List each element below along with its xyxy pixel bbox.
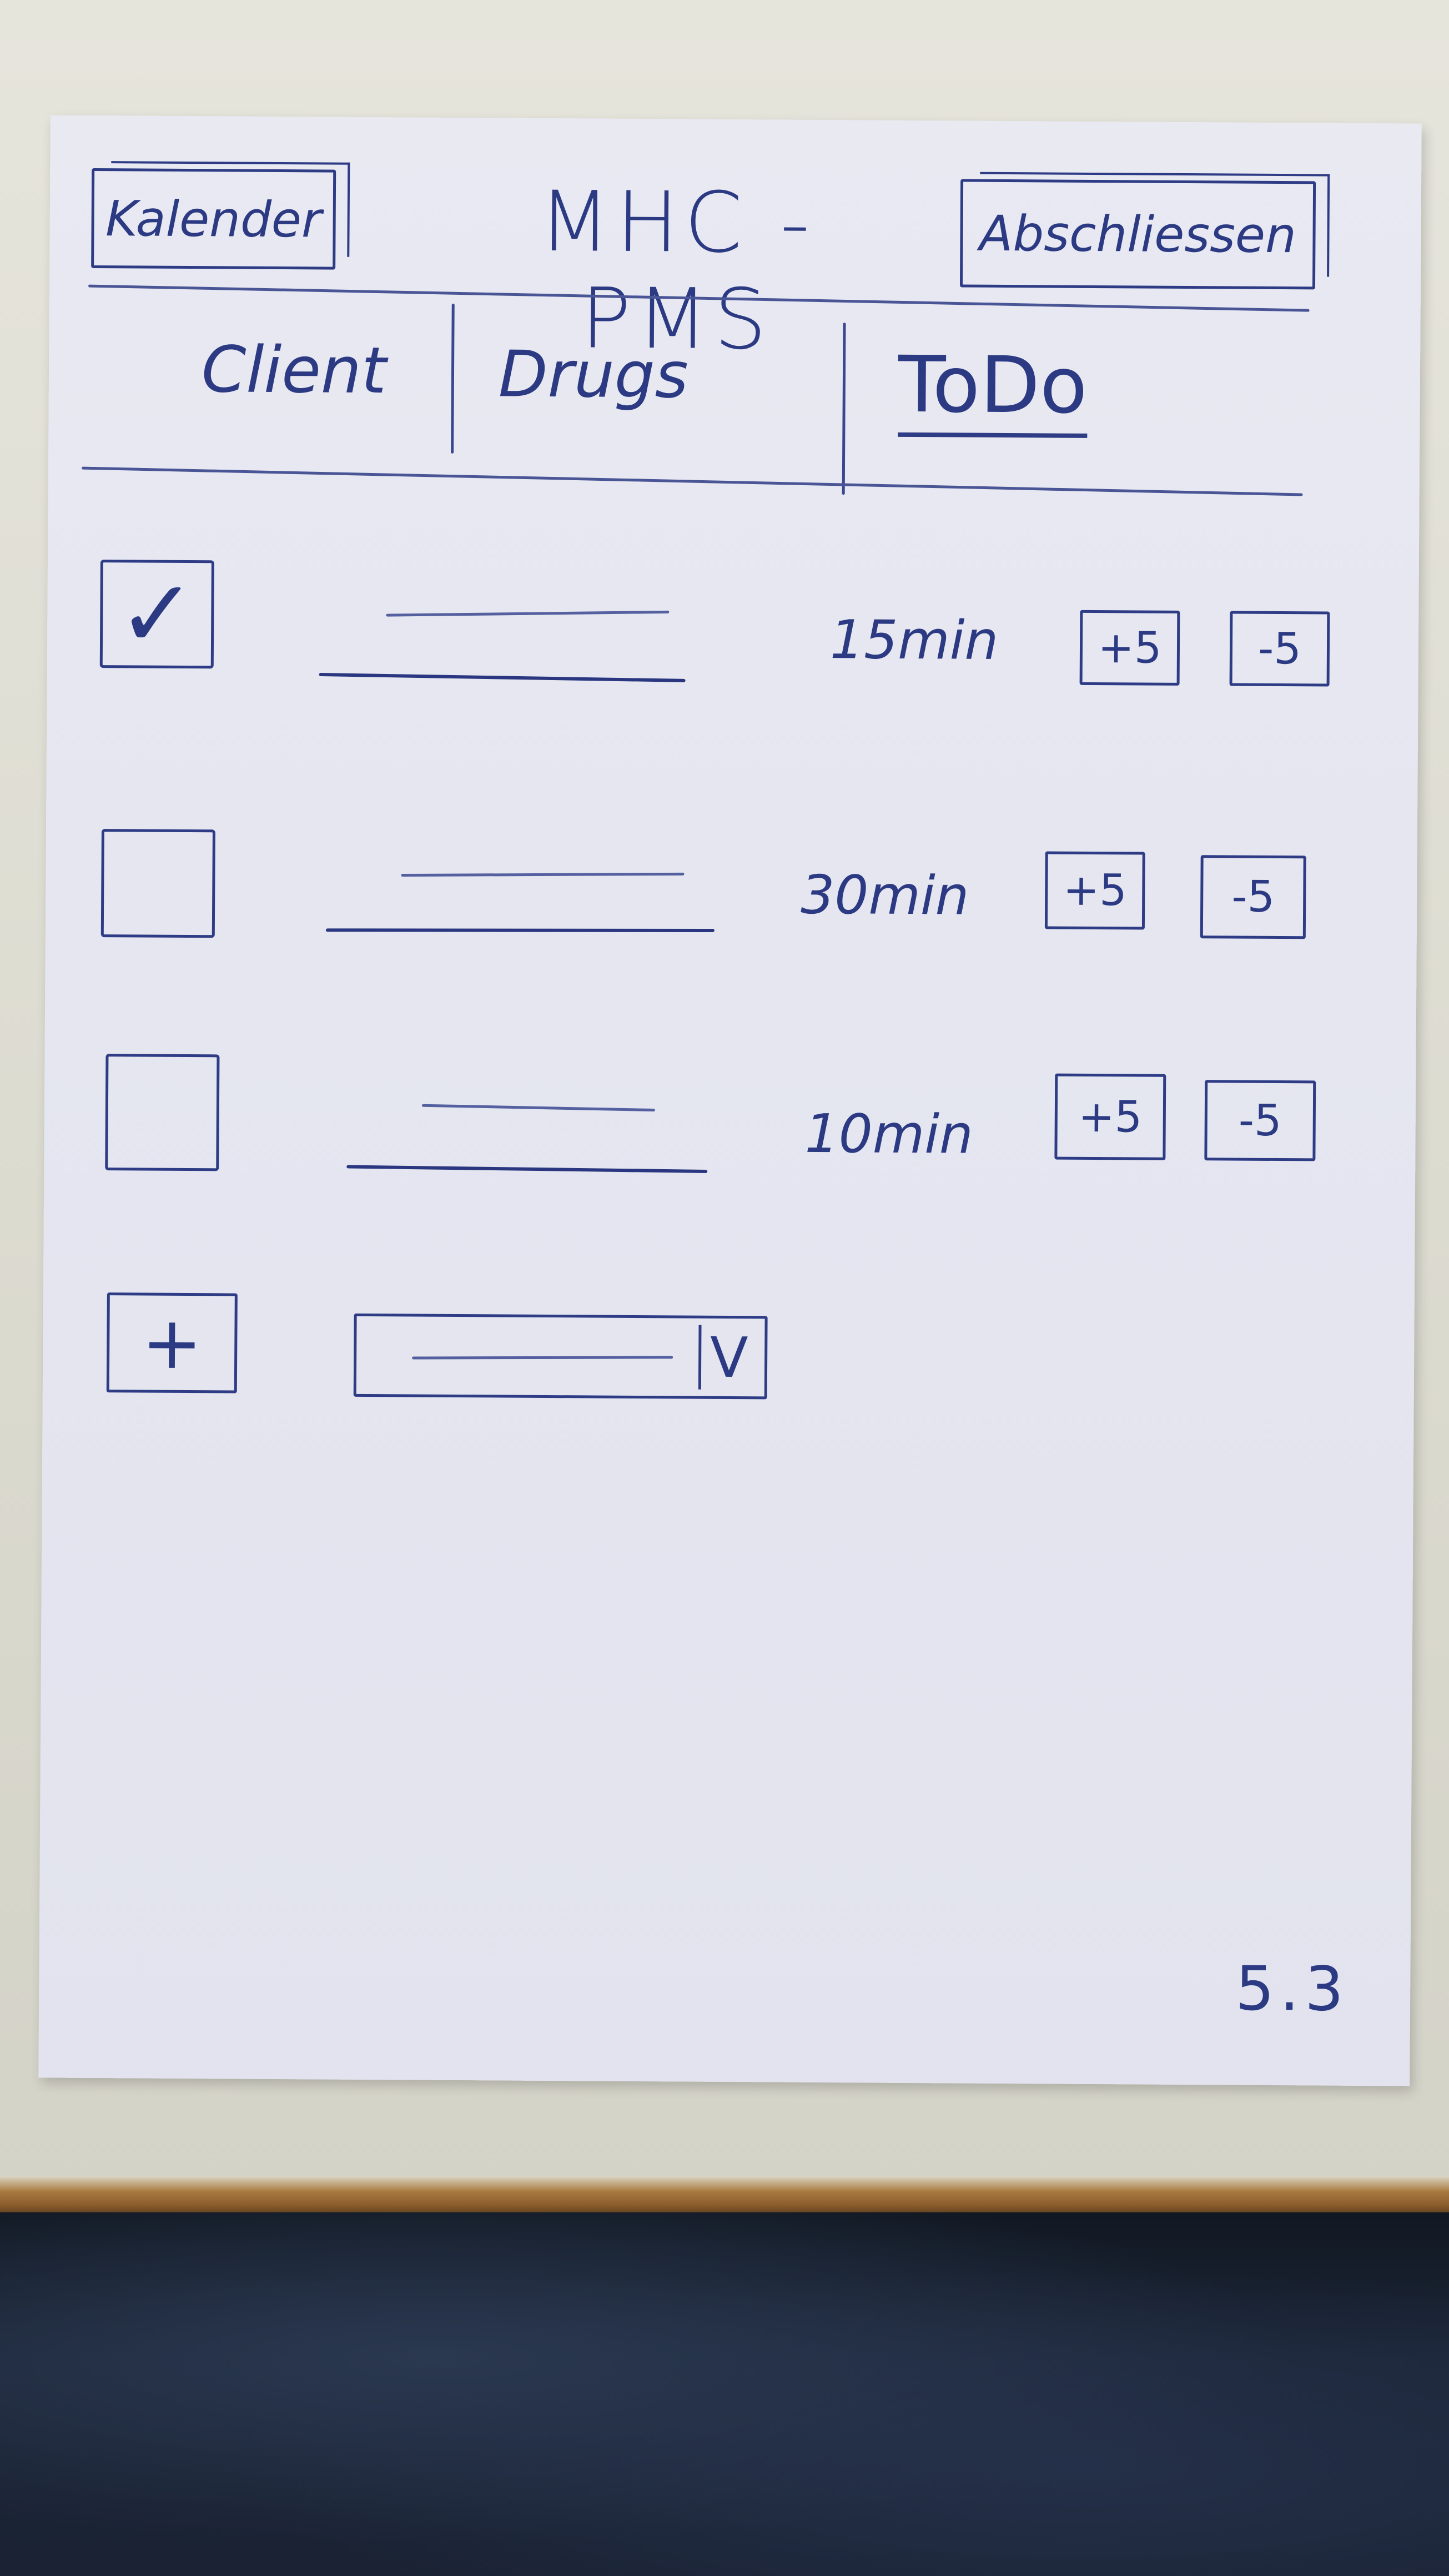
- subtract-five-label: -5: [1231, 872, 1275, 922]
- tabs-divider: [82, 466, 1303, 496]
- tab-client[interactable]: Client: [202, 333, 387, 408]
- finish-button[interactable]: Abschliessen: [959, 179, 1316, 290]
- tab-todo[interactable]: ToDo: [898, 339, 1088, 438]
- tab-client-label: Client: [201, 333, 387, 409]
- calendar-button[interactable]: Kalender: [91, 168, 336, 270]
- background-fabric: [0, 2212, 1449, 2576]
- finish-button-label: Abschliessen: [979, 204, 1297, 264]
- todo-duration: 30min: [800, 863, 969, 927]
- subtract-five-label: -5: [1238, 1095, 1282, 1146]
- add-five-minutes-button[interactable]: +5: [1044, 851, 1145, 930]
- todo-checkbox[interactable]: ✓: [99, 559, 214, 670]
- add-five-minutes-button[interactable]: +5: [1054, 1073, 1166, 1160]
- todo-title-line: [346, 1165, 708, 1174]
- chevron-down-icon[interactable]: V: [698, 1325, 757, 1390]
- todo-duration: 10min: [804, 1102, 974, 1166]
- todo-checkbox[interactable]: [105, 1054, 220, 1171]
- tab-drugs[interactable]: Drugs: [499, 337, 688, 412]
- todo-title-line: [325, 928, 715, 932]
- subtract-five-minutes-button[interactable]: -5: [1200, 855, 1306, 939]
- add-five-label: +5: [1078, 1091, 1143, 1143]
- todo-title-line: [319, 673, 686, 682]
- calendar-button-label: Kalender: [105, 189, 322, 248]
- page-number: 5.3: [1235, 1953, 1350, 2025]
- subtract-five-minutes-button[interactable]: -5: [1204, 1080, 1316, 1161]
- subtract-five-label: -5: [1257, 623, 1302, 674]
- check-icon: ✓: [117, 559, 197, 670]
- plus-icon: +: [141, 1300, 203, 1386]
- add-five-label: +5: [1063, 865, 1128, 916]
- todo-title-scribble: [386, 610, 670, 617]
- todo-duration: 15min: [829, 608, 999, 672]
- add-todo-button[interactable]: +: [106, 1292, 238, 1393]
- paper-prototype: Kalender MHC - PMS Abschliessen Client D…: [38, 115, 1422, 2086]
- todo-checkbox[interactable]: [100, 829, 215, 938]
- tab-drugs-label: Drugs: [498, 337, 689, 413]
- desk-edge: [0, 2176, 1449, 2215]
- select-value-scribble: [412, 1356, 673, 1360]
- todo-title-scribble: [421, 1104, 655, 1112]
- add-five-label: +5: [1098, 622, 1162, 673]
- tab-separator: [842, 323, 846, 495]
- subtract-five-minutes-button[interactable]: -5: [1229, 611, 1330, 687]
- tab-separator: [451, 303, 455, 454]
- todo-template-select[interactable]: V: [353, 1313, 768, 1400]
- tab-todo-label: ToDo: [898, 339, 1088, 431]
- dropdown-arrow-label: V: [710, 1325, 748, 1390]
- add-five-minutes-button[interactable]: +5: [1079, 610, 1180, 686]
- todo-title-scribble: [401, 872, 685, 877]
